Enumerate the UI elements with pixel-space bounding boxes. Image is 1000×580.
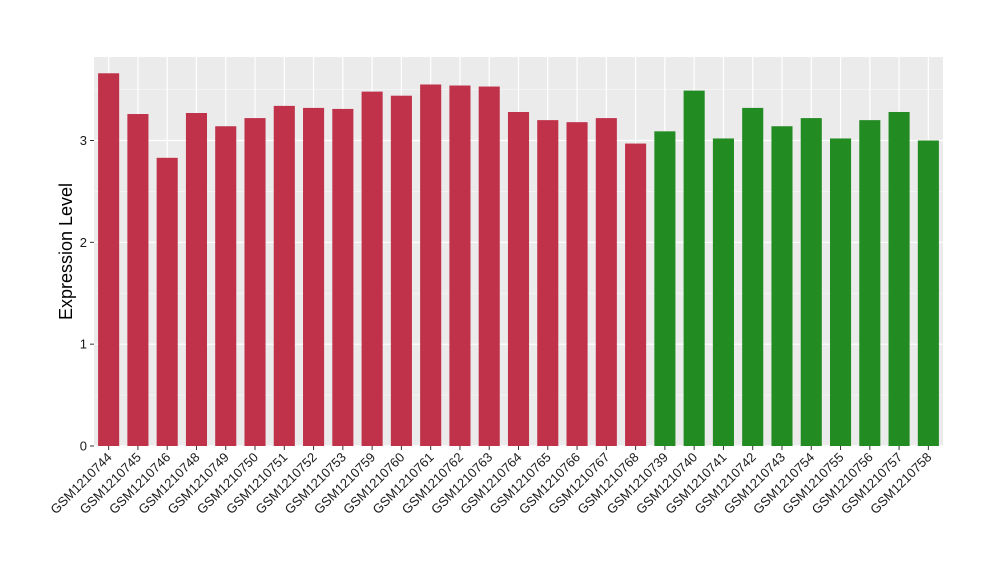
- y-axis: 0 1 2 3: [80, 133, 94, 454]
- y-axis-title: Expression Level: [56, 183, 76, 320]
- y-tick-label: 3: [80, 133, 87, 148]
- bar-GSM1210750: [244, 118, 266, 446]
- bar-GSM1210749: [215, 126, 237, 447]
- y-tick-label: 1: [80, 337, 87, 352]
- bar-GSM1210739: [654, 131, 676, 446]
- bar-GSM1210768: [625, 143, 647, 446]
- bar-GSM1210748: [185, 113, 208, 447]
- bar-GSM1210756: [859, 120, 881, 447]
- bar-GSM1210767: [595, 118, 617, 446]
- bar-GSM1210760: [390, 95, 412, 446]
- x-axis: GSM1210744GSM1210745GSM1210746GSM1210748…: [47, 446, 934, 517]
- bar-GSM1210744: [98, 73, 120, 447]
- bar-GSM1210762: [449, 85, 471, 446]
- bar-GSM1210761: [420, 84, 442, 447]
- bar-GSM1210751: [273, 105, 295, 446]
- bar-GSM1210765: [537, 120, 559, 447]
- bar-GSM1210759: [361, 91, 383, 446]
- bar-GSM1210754: [800, 118, 822, 446]
- bar-GSM1210741: [712, 138, 734, 446]
- bar-GSM1210745: [127, 114, 149, 446]
- y-tick-label: 0: [80, 439, 87, 454]
- bars: [98, 73, 939, 447]
- bar-GSM1210763: [478, 86, 500, 447]
- bar-GSM1210766: [566, 122, 588, 446]
- y-tick-label: 2: [80, 235, 87, 250]
- bar-GSM1210742: [742, 107, 764, 446]
- bar-GSM1210740: [683, 90, 705, 447]
- bar-GSM1210755: [829, 138, 852, 446]
- bar-GSM1210753: [332, 108, 354, 446]
- bar-GSM1210757: [888, 111, 910, 446]
- bar-GSM1210743: [771, 126, 793, 447]
- bar-GSM1210752: [303, 107, 325, 446]
- bar-GSM1210758: [917, 140, 939, 446]
- bar-GSM1210746: [156, 157, 178, 446]
- bar-GSM1210764: [507, 111, 530, 446]
